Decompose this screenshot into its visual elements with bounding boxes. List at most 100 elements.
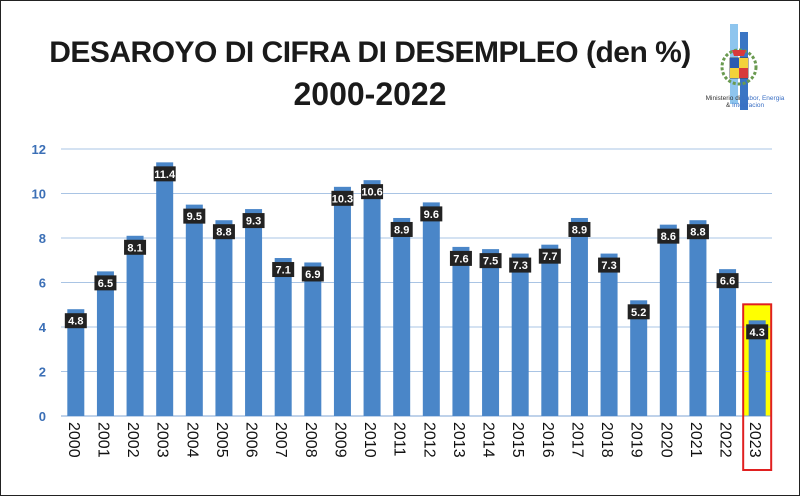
x-tick-label: 2002 [124,422,141,458]
data-label: 7.3 [513,260,528,272]
logo-text-1: Ministerio di [705,95,743,102]
data-label: 8.1 [127,242,142,254]
data-label-bg [153,166,176,182]
x-tick-label: 2013 [450,422,467,458]
x-tick-label: 2000 [65,422,82,458]
x-tick-label: 2019 [628,422,645,458]
y-tick-label: 0 [39,409,46,424]
data-label: 8.8 [216,227,231,239]
x-tick-label: 2010 [361,422,378,458]
chart-title: DESAROYO DI CIFRA DI DESEMPLEO (den %) [49,36,691,69]
bar [126,235,144,416]
data-label: 7.1 [276,265,291,277]
data-label-bg [479,253,502,269]
data-label-bg [361,184,384,200]
highlight-border [742,303,773,472]
data-label-bg [538,248,561,264]
ministry-name: Ministerio di Labor, Energia & Integraci… [696,95,794,109]
bar [363,180,381,416]
y-tick-label: 4 [39,320,47,335]
data-label: 9.6 [424,209,439,221]
bar [719,269,737,416]
data-label: 9.3 [246,216,261,228]
chart-subtitle: 2000-2022 [293,76,447,112]
logo-text-2: Labor, Energia [742,95,785,102]
bar [156,162,174,416]
bar [274,258,292,416]
x-tick-label: 2016 [539,422,556,458]
x-tick-label: 2005 [213,422,230,458]
data-label: 8.9 [394,224,409,236]
data-label-bg [212,224,235,240]
data-label: 9.5 [187,211,202,223]
y-tick-label: 2 [39,365,46,380]
y-tick-label: 12 [32,142,46,157]
data-label: 10.6 [361,187,382,199]
bar [689,220,707,416]
bar [511,253,529,416]
data-label-bg [598,257,621,273]
data-label: 6.9 [305,269,320,281]
bar [245,209,263,416]
bar [659,224,677,416]
data-label-bg [657,228,680,244]
data-label-bg [716,273,739,289]
x-tick-label: 2020 [657,422,674,458]
x-tick-label: 2001 [94,422,111,458]
data-label: 4.8 [68,316,83,328]
x-tick-label: 2011 [391,422,408,457]
data-label: 8.6 [661,231,676,243]
x-tick-label: 2008 [302,422,319,458]
data-label-bg [509,257,532,273]
bar [570,217,588,416]
data-label-bg [390,221,413,237]
data-label: 11.4 [154,169,176,181]
data-label: 10.3 [332,193,353,205]
bar [541,244,559,416]
data-label-bg [686,224,709,240]
bar [393,217,411,416]
bar [215,220,233,416]
x-tick-label: 2003 [154,422,171,458]
x-tick-label: 2009 [331,422,348,458]
data-label-bg [746,324,769,340]
x-tick-label: 2017 [568,422,585,458]
bar [185,204,203,416]
data-label: 7.7 [542,251,557,263]
x-tick-label: 2022 [717,422,734,458]
data-label: 7.5 [483,256,498,268]
data-label-bg [242,213,265,229]
y-tick-label: 10 [32,187,46,202]
logo-text-4: Integracion [731,102,765,109]
data-label-bg [94,275,117,291]
data-label-bg [627,304,650,320]
x-tick-label: 2015 [509,422,526,458]
data-label: 8.9 [572,224,587,236]
y-tick-label: 8 [39,231,46,246]
ministry-logo-icon [720,24,758,110]
bar [422,202,440,416]
x-tick-label: 2012 [420,422,437,458]
y-tick-label: 6 [39,276,46,291]
data-label: 8.8 [690,227,705,239]
bar [452,246,470,416]
x-tick-label: 2023 [746,422,763,458]
bar [96,271,114,416]
data-label: 6.5 [98,278,113,290]
data-label-bg [64,313,87,329]
data-label-bg [331,190,354,206]
data-label-bg [183,208,206,224]
data-label: 6.6 [720,276,735,288]
data-label-bg [124,239,147,255]
bar [304,262,322,416]
data-label-bg [301,266,324,282]
data-label: 5.2 [631,307,646,319]
logo-text-3: & [725,102,732,109]
data-label: 4.3 [750,327,765,339]
data-label: 7.3 [601,260,616,272]
data-label: 7.6 [453,253,468,265]
x-tick-label: 2007 [272,422,289,458]
data-label-bg [449,250,472,266]
x-tick-label: 2021 [687,422,704,458]
